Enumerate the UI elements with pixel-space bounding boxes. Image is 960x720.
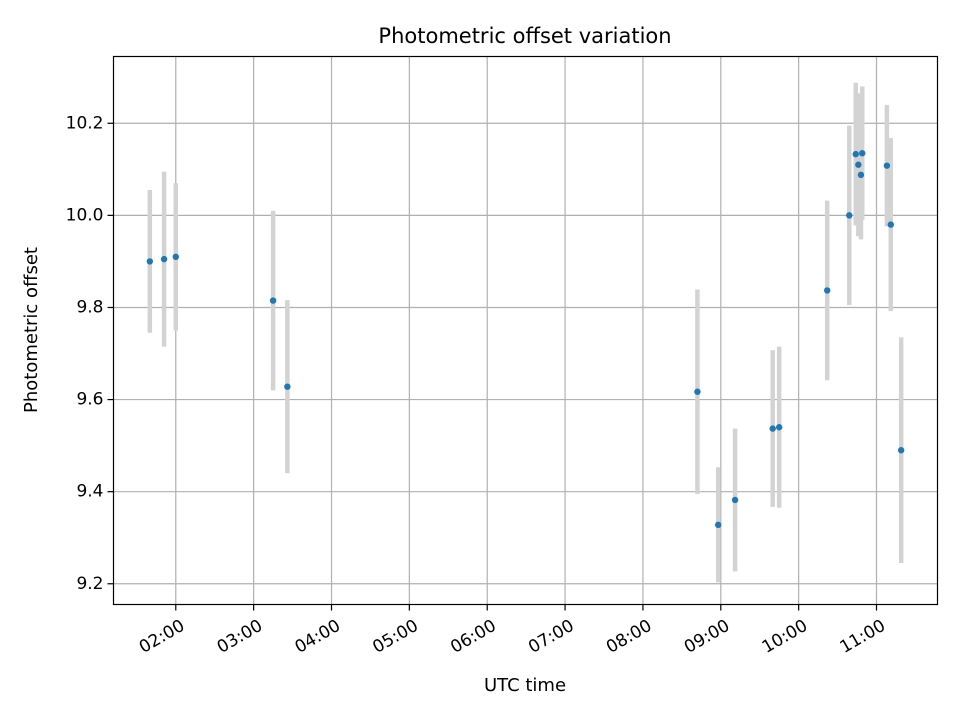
y-tick-label: 10.0 (66, 205, 104, 225)
y-axis-label: Photometric offset (21, 247, 42, 413)
y-tick-label: 9.4 (76, 482, 103, 502)
data-point (883, 162, 891, 169)
x-tick-label: 09:00 (681, 616, 733, 658)
data-point (731, 496, 739, 504)
y-tick-label: 10.2 (66, 113, 104, 133)
x-tick-label: 06:00 (447, 616, 499, 658)
grid (113, 56, 938, 605)
data-point (775, 424, 783, 431)
x-tick-label: 08:00 (603, 616, 655, 658)
data-point (769, 425, 776, 432)
y-tick-label: 9.8 (76, 297, 103, 317)
data-point (172, 253, 179, 261)
ticks: 02:00 03:00 04:00 05:00 06:00 07:00 08:00 09:00… (66, 113, 889, 657)
data-point (269, 297, 277, 304)
plot-frame (112, 55, 939, 606)
x-tick-label: 11:00 (837, 616, 889, 658)
x-axis-label: UTC time (484, 675, 566, 696)
data-point (714, 521, 722, 529)
x-tick-label: 05:00 (369, 616, 421, 658)
x-tick-label: 02:00 (136, 616, 188, 658)
x-tick-label: 10:00 (759, 616, 811, 658)
data-point (855, 161, 862, 168)
x-tick-label: 04:00 (292, 616, 344, 658)
data-point (160, 255, 168, 263)
x-tick-label: 03:00 (214, 616, 266, 658)
data-point (694, 388, 701, 395)
data-point (846, 212, 853, 219)
x-tick-label: 07:00 (525, 616, 577, 658)
data-point (284, 383, 291, 390)
chart-title: Photometric offset variation (378, 24, 671, 48)
data-point (146, 258, 154, 265)
data-point (887, 221, 894, 228)
data-point (859, 150, 866, 157)
data-point (824, 287, 831, 294)
error-bars (147, 82, 904, 583)
y-tick-label: 9.6 (76, 390, 103, 410)
data-points (146, 150, 905, 529)
y-tick-label: 9.2 (76, 574, 103, 594)
data-point (852, 150, 859, 158)
data-point (857, 171, 865, 179)
data-point (897, 447, 905, 454)
